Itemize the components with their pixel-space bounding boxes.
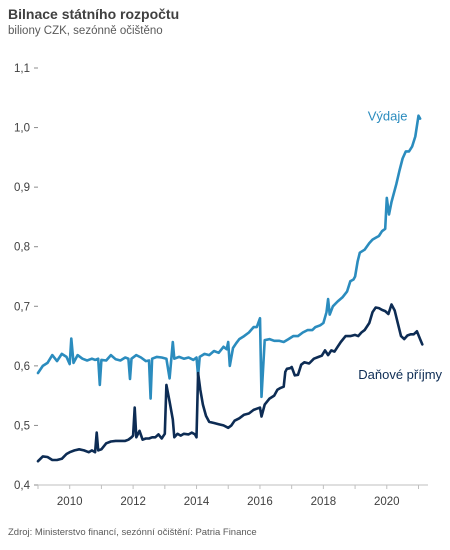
source-note: Zdroj: Ministerstvo financí, sezónní oči… <box>8 527 257 538</box>
series-lines <box>36 114 424 463</box>
x-tick-label: 2020 <box>374 496 400 508</box>
y-axis: 0,4 0,5 0,6 0,7 0,8 0,9 1,0 1,1 <box>14 63 38 492</box>
y-tick-label: 0,8 <box>14 242 30 254</box>
x-tick-label: 2010 <box>57 496 83 508</box>
x-tick-label: 2016 <box>247 496 273 508</box>
y-tick-label: 0,4 <box>14 480 31 492</box>
chart-title: Bilnace státního rozpočtu <box>8 6 180 22</box>
y-tick-label: 0,6 <box>14 361 30 373</box>
x-tick-label: 2018 <box>311 496 337 508</box>
x-axis: 2010 2012 2014 2016 2018 2020 <box>37 484 428 508</box>
series-line-1 <box>36 303 424 463</box>
series-line-0 <box>36 114 422 400</box>
y-tick-label: 0,7 <box>14 301 30 313</box>
y-tick-label: 0,5 <box>14 420 30 432</box>
x-tick-label: 2012 <box>120 496 146 508</box>
chart-subtitle: biliony CZK, sezónně očištěno <box>8 25 163 37</box>
y-tick-label: 0,9 <box>14 182 30 194</box>
line-chart: 0,40,50,60,70,80,91,01,1 2010 2012 2014 201… <box>14 63 443 508</box>
series-label-1: Daňové příjmy <box>358 367 442 382</box>
y-tick-label: 1,1 <box>14 63 30 75</box>
series-label-0: Výdaje <box>368 108 408 123</box>
x-tick-label: 2014 <box>184 496 210 508</box>
series-labels: Výdaje Daňové příjmy <box>358 108 442 382</box>
y-tick-label: 1,0 <box>14 123 30 135</box>
